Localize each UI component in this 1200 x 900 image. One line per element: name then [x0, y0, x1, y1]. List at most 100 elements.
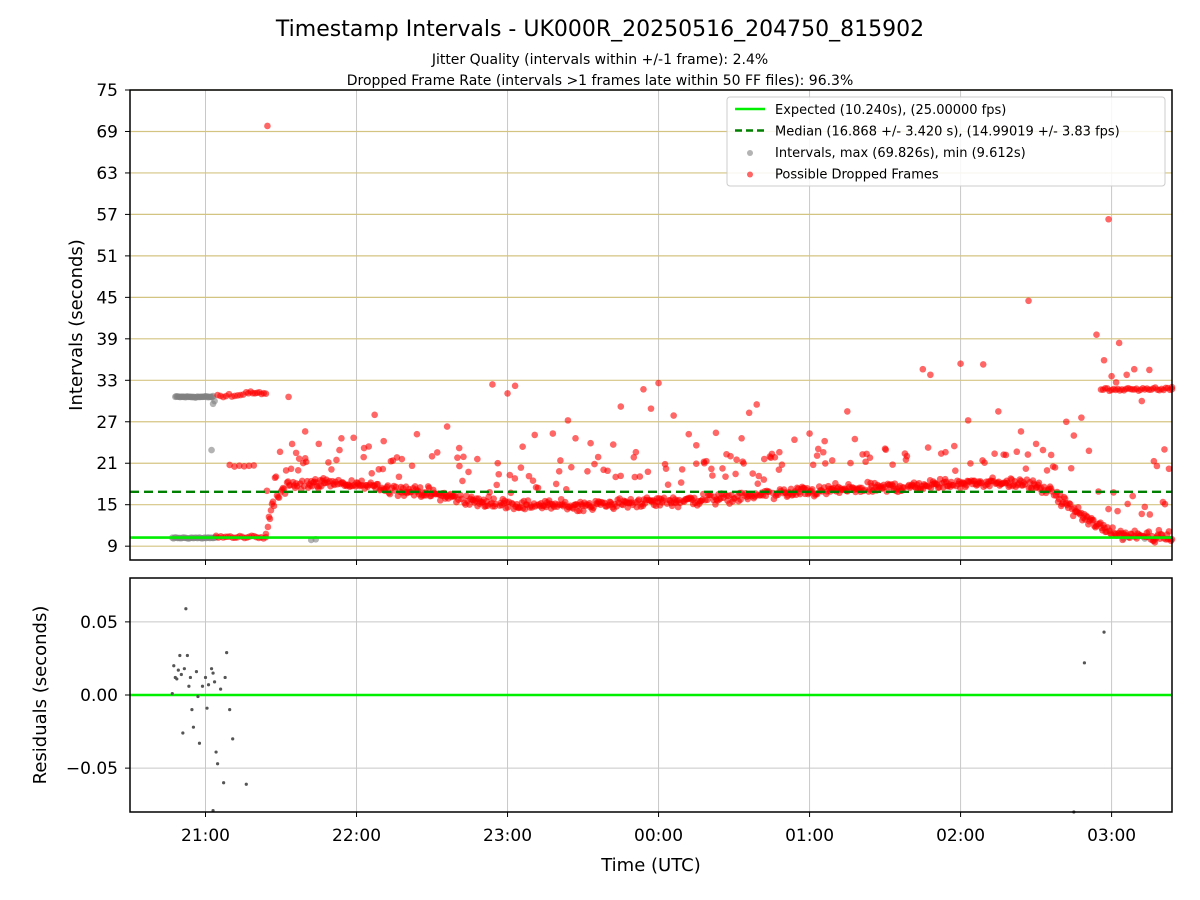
dropped-frame-point: [950, 442, 958, 450]
y-tick-label: 0.05: [80, 613, 118, 633]
dropped-frame-point: [1062, 418, 1070, 426]
dropped-frame-point: [428, 453, 436, 460]
residual-point: [209, 667, 214, 671]
dropped-frame-point: [504, 390, 511, 397]
dropped-frame-point: [821, 460, 829, 467]
dropped-frame-point: [617, 472, 624, 480]
dropped-frame-point: [660, 494, 668, 502]
dropped-frame-point: [360, 453, 367, 461]
dropped-frame-point: [292, 449, 300, 457]
residual-point: [225, 650, 229, 655]
dropped-frame-point: [287, 465, 295, 473]
residual-point: [197, 741, 202, 745]
dropped-frame-point: [881, 445, 889, 453]
dropped-frame-point: [474, 455, 481, 463]
residual-point: [187, 684, 191, 688]
chart-subtitle-jitter: Jitter Quality (intervals within +/-1 fr…: [431, 52, 768, 68]
residual-point: [184, 607, 188, 611]
dropped-frame-point: [379, 465, 387, 473]
residual-point: [181, 731, 185, 735]
dropped-frame-point: [371, 411, 378, 419]
dropped-frame-point: [749, 470, 757, 477]
dropped-frame-point: [1047, 451, 1055, 459]
y-tick-label: 15: [96, 496, 118, 516]
residual-point: [244, 782, 248, 786]
dropped-frame-point: [712, 429, 720, 437]
dropped-frame-point: [1024, 451, 1032, 458]
dropped-frame-point: [380, 437, 388, 445]
dropped-frame-point: [709, 472, 716, 479]
dropped-frame-point: [775, 466, 783, 473]
intervals-x-ticks: [205, 560, 1113, 565]
dropped-frame-point: [360, 444, 368, 452]
legend-dropped-swatch: [747, 171, 753, 178]
dropped-frame-point: [814, 445, 822, 453]
dropped-frame-point: [557, 457, 564, 464]
dropped-frame-point: [263, 487, 271, 495]
dropped-frame-point: [511, 475, 519, 482]
dropped-frame-point: [245, 462, 253, 470]
dropped-frame-point: [529, 477, 537, 485]
dropped-frame-point: [670, 412, 677, 419]
dropped-frame-point: [584, 467, 591, 475]
dropped-frame-point: [250, 462, 258, 469]
y-tick-label: 51: [96, 247, 118, 267]
residual-point: [191, 725, 196, 729]
dropped-frame-point: [819, 448, 827, 456]
dropped-frame-point: [285, 393, 292, 401]
dropped-frame-point: [1074, 504, 1082, 511]
dropped-frame-point: [981, 459, 988, 466]
dropped-frame-point: [952, 467, 959, 474]
dropped-frame-point: [1124, 500, 1131, 508]
dropped-frame-point: [519, 443, 526, 450]
dropped-frame-point: [889, 461, 896, 468]
dropped-frame-point: [568, 463, 575, 471]
dropped-frame-point: [301, 428, 309, 435]
dropped-frame-point: [1105, 505, 1112, 513]
residuals-plot: −0.05 0.00 0.05 21:00 22:00 23:00 00:00 01:00 0…: [30, 577, 1173, 876]
dropped-frame-point: [408, 462, 416, 470]
dropped-frame-point: [844, 408, 851, 415]
dropped-frame-point: [433, 449, 441, 456]
dropped-frame-point: [1114, 507, 1121, 515]
dropped-frame-point: [395, 473, 403, 481]
x-tick-label: 21:00: [181, 826, 230, 846]
residual-point: [200, 684, 205, 688]
legend-entry: Intervals, max (69.826s), min (9.612s): [775, 146, 1026, 161]
residual-point: [203, 675, 208, 680]
legend-entry: Median (16.868 +/- 3.420 s), (14.99019 +…: [775, 125, 1120, 140]
dropped-frame-point: [1013, 448, 1021, 456]
dropped-frame-point: [1066, 500, 1074, 508]
dropped-frame-point: [828, 457, 836, 464]
y-tick-label: 9: [107, 537, 118, 557]
dropped-frame-point: [979, 361, 987, 368]
dropped-frame-point: [338, 435, 345, 442]
dropped-frame-point: [821, 437, 828, 445]
residual-point: [1082, 661, 1087, 665]
residual-point: [172, 664, 176, 668]
dropped-frame-point: [1115, 339, 1123, 347]
dropped-frame-point: [336, 446, 343, 454]
dropped-frame-point: [392, 483, 400, 491]
dropped-frame-point: [1146, 366, 1153, 374]
dropped-frame-point: [722, 473, 729, 480]
x-tick-label: 02:00: [936, 826, 985, 846]
residual-point: [176, 668, 180, 672]
dropped-frame-point: [1022, 465, 1030, 472]
dropped-frame-point: [1093, 331, 1100, 338]
legend: Expected (10.240s), (25.00000 fps) Median…: [726, 96, 1166, 187]
dropped-frame-point: [866, 454, 874, 462]
residual-point: [175, 677, 179, 681]
dropped-frame-point: [264, 523, 272, 531]
chart-subtitle-dropped: Dropped Frame Rate (intervals >1 frames …: [347, 73, 854, 89]
dropped-frame-point: [511, 382, 519, 390]
dropped-frame-point: [636, 473, 644, 480]
residual-point: [219, 687, 223, 691]
dropped-frame-point: [986, 482, 993, 490]
chart-title: Timestamp Intervals - UK000R_20250516_20…: [275, 17, 924, 42]
residuals-x-axis: 21:00 22:00 23:00 00:00 01:00 02:00 03:00: [181, 812, 1136, 846]
dropped-frame-point: [493, 481, 501, 489]
dropped-frame-point: [506, 471, 514, 479]
dropped-frame-point: [531, 431, 539, 439]
dropped-frame-point: [723, 450, 730, 458]
